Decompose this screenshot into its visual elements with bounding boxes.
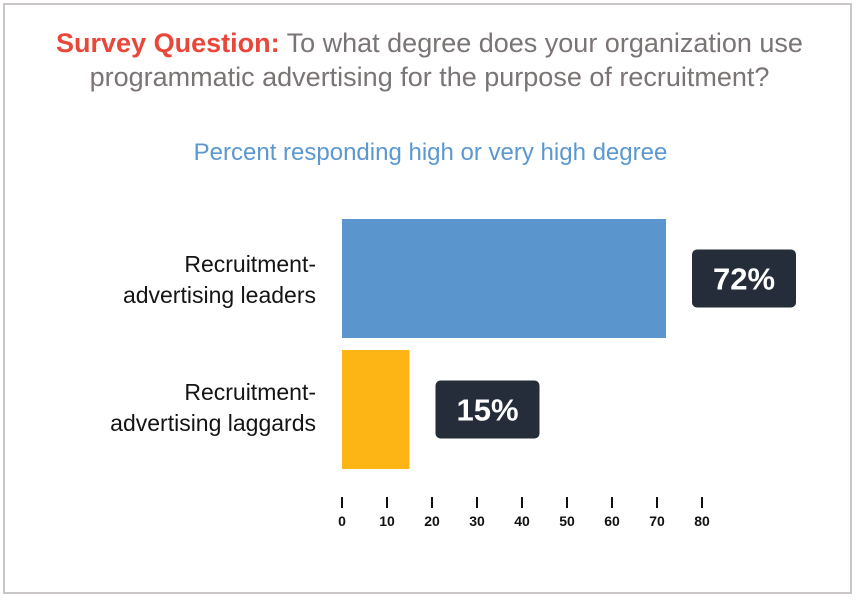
category-label-leaders: Recruitment- advertising leaders xyxy=(40,249,316,311)
category-label-leaders-line-2: advertising leaders xyxy=(122,282,316,308)
x-tick-label: 80 xyxy=(694,513,710,529)
x-tick-label: 70 xyxy=(649,513,665,529)
x-tick-label: 10 xyxy=(379,513,395,529)
survey-question: Survey Question: To what degree does you… xyxy=(0,26,859,94)
question-lead: Survey Question: xyxy=(56,28,280,58)
question-line-2: programmatic advertising for the purpose… xyxy=(89,62,770,92)
value-label-laggards: 15% xyxy=(456,393,518,428)
bar-leaders xyxy=(342,219,666,338)
chart-subtitle: Percent responding high or very high deg… xyxy=(193,139,668,166)
question-line-1: To what degree does your organization us… xyxy=(286,28,803,58)
x-tick-label: 60 xyxy=(604,513,620,529)
x-tick-label: 50 xyxy=(559,513,575,529)
category-label-laggards-line-2: advertising laggards xyxy=(110,410,316,436)
value-label-box-laggards xyxy=(435,380,540,439)
x-tick-label: 30 xyxy=(469,513,485,529)
x-tick-label: 0 xyxy=(338,513,346,529)
bar-laggards xyxy=(342,350,410,469)
x-tick-label: 40 xyxy=(514,513,530,529)
category-label-leaders-line-1: Recruitment- xyxy=(184,251,316,277)
value-label-box-leaders xyxy=(692,249,796,308)
value-label-leaders: 72% xyxy=(713,262,775,297)
x-tick-label: 20 xyxy=(424,513,440,529)
category-label-laggards-line-1: Recruitment- xyxy=(184,379,316,405)
category-label-laggards: Recruitment- advertising laggards xyxy=(40,377,316,439)
